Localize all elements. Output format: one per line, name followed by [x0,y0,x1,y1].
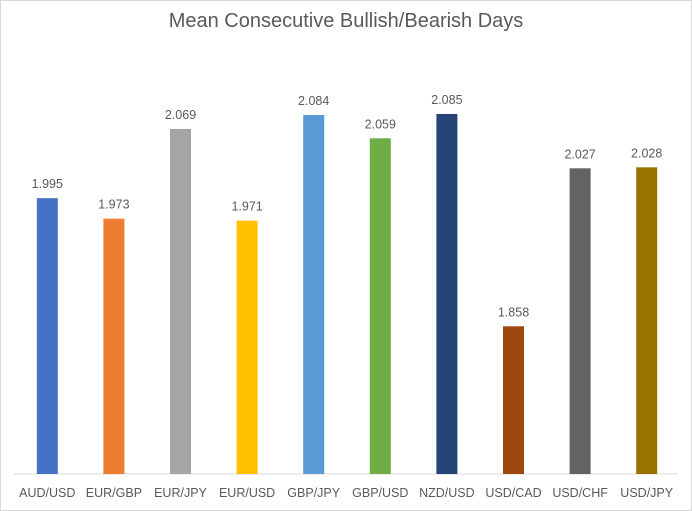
category-label: USD/JPY [620,486,673,500]
bar-eur-jpy [170,129,191,474]
value-label: 1.995 [32,177,63,191]
bar-nzd-usd [436,114,458,474]
category-label: USD/CAD [485,486,541,500]
chart-title: Mean Consecutive Bullish/Bearish Days [168,10,524,32]
bar-usd-chf [569,168,591,475]
value-label: 2.027 [564,147,595,161]
bar-eur-usd [236,220,258,474]
value-label: 1.858 [498,305,529,319]
bar-usd-jpy [636,167,658,475]
value-label: 1.971 [231,200,262,214]
value-label: 2.069 [165,108,196,122]
value-label: 2.085 [431,93,462,107]
category-label: USD/CHF [552,486,608,500]
category-label: EUR/USD [219,486,275,500]
bar-aud-usd [36,198,58,474]
category-label: NZD/USD [419,486,475,500]
category-label: AUD/USD [19,486,75,500]
category-label: GBP/USD [352,486,408,500]
bar-gbp-usd [369,138,391,475]
value-label: 2.028 [631,146,662,160]
value-label: 1.973 [98,198,129,212]
bar-usd-cad [503,326,524,474]
category-label: EUR/GBP [86,486,142,500]
category-label: EUR/JPY [154,486,207,500]
value-label: 2.059 [365,117,396,131]
category-label: GBP/JPY [287,486,340,500]
bar-eur-gbp [103,218,125,474]
bar-gbp-jpy [303,115,325,474]
value-label: 2.084 [298,94,329,108]
